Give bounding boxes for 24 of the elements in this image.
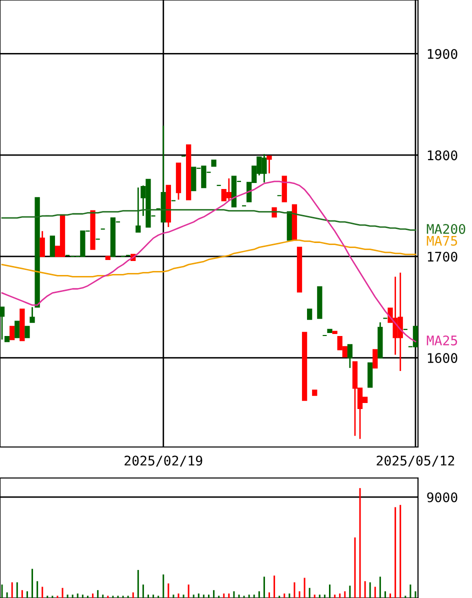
y-tick-label: 1900 (428, 48, 458, 59)
candlestick (307, 308, 312, 320)
candlestick (24, 326, 30, 338)
candlestick (14, 320, 20, 338)
y-tick-label: 1800 (428, 150, 458, 160)
candlestick (50, 236, 56, 257)
candlestick (0, 306, 5, 340)
y-tick-label: 1700 (428, 252, 458, 262)
candlestick (40, 230, 45, 258)
series-label: MA25 (426, 335, 458, 346)
x-tick-label: 2025/02/19 (124, 456, 202, 467)
y-tick-label: 1600 (428, 353, 458, 364)
series-label: MA75 (426, 236, 458, 246)
candlestick (10, 326, 15, 340)
line-series (1, 240, 416, 278)
line-series (1, 180, 416, 342)
y-tick-label: 9000 (427, 492, 458, 502)
candlestick (372, 349, 378, 368)
series-label: MA200 (426, 224, 466, 234)
line-series (1, 209, 416, 231)
candlestick (347, 344, 352, 369)
candlestick (191, 166, 196, 192)
candlestick (266, 155, 272, 174)
x-tick-label: 2025/05/12 (376, 456, 454, 467)
